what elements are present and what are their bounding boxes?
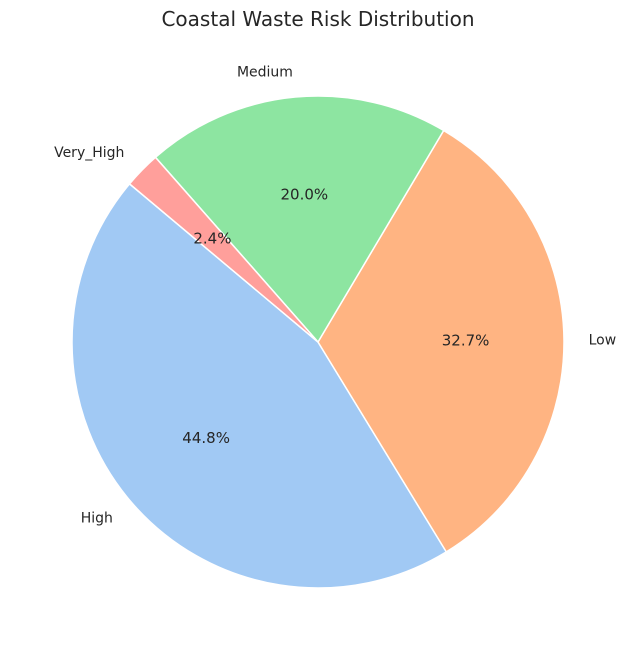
pie-slice-medium bbox=[154, 95, 445, 344]
category-label-medium: Medium bbox=[237, 65, 293, 81]
category-label-very-high: Very_High bbox=[54, 145, 124, 161]
category-label-low: Low bbox=[589, 332, 617, 348]
pie-slices bbox=[71, 95, 565, 589]
percent-label-medium: 20.0% bbox=[280, 186, 328, 204]
pie-slice-low bbox=[317, 129, 565, 553]
percent-label-high: 44.8% bbox=[182, 429, 230, 447]
pie-slice-high bbox=[71, 182, 448, 589]
category-label-high: High bbox=[81, 511, 113, 527]
chart-title: Coastal Waste Risk Distribution bbox=[161, 7, 474, 31]
pie-labels: High 44.8% Low 32.7% Medium 20.0% Very_High 2.4… bbox=[54, 65, 616, 527]
percent-label-very-high: 2.4% bbox=[193, 229, 231, 247]
pie-slice-very-high bbox=[128, 156, 319, 343]
percent-label-low: 32.7% bbox=[442, 332, 490, 350]
